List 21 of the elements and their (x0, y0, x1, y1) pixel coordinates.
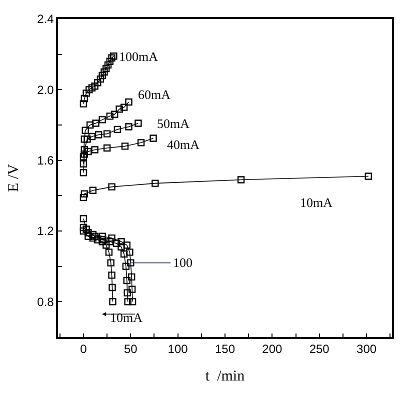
x-tick-label: 150 (214, 342, 236, 356)
annotation: 50mA (157, 116, 190, 131)
y-axis-title: E /V (6, 164, 22, 192)
annotation: 10mA (110, 310, 144, 325)
annotation: 100 (173, 255, 192, 270)
annotation: 10mA (300, 195, 334, 210)
y-tick-label: 1.2 (37, 224, 54, 238)
annotation: 40mA (167, 137, 200, 152)
y-tick-label: 2.0 (37, 82, 54, 97)
y-tick-label: 0.8 (37, 294, 54, 309)
x-tick-label: 100 (168, 342, 188, 356)
x-tick-label: 200 (262, 342, 283, 356)
y-tick-label: 2.4 (37, 12, 54, 26)
annotation: 60mA (138, 87, 172, 102)
x-tick-label: 250 (309, 342, 330, 356)
annotation: 100mA (119, 49, 159, 64)
x-tick-label: 50 (124, 342, 138, 356)
x-tick-label: 0 (80, 342, 88, 356)
x-axis-title: t /min (205, 368, 246, 385)
x-tick-label: 300 (356, 342, 377, 356)
y-tick-label: 1.6 (37, 154, 54, 168)
